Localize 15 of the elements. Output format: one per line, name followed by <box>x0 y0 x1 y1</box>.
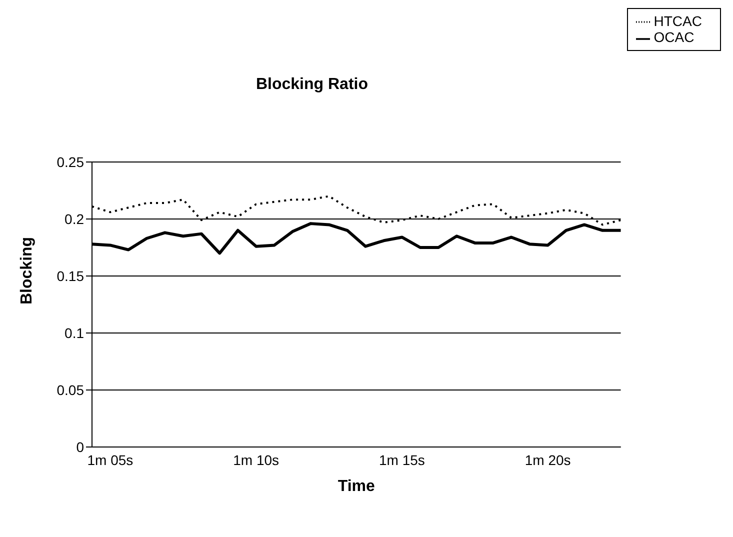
x-tick-label: 1m 05s <box>87 452 134 468</box>
y-tick-label: 0.2 <box>64 210 84 227</box>
y-tick-label: 0.05 <box>56 382 84 398</box>
y-tick-label: 0.1 <box>64 324 84 341</box>
y-axis-title: Blocking <box>18 236 36 304</box>
y-tick-label: 0 <box>76 438 84 455</box>
x-tick-label: 1m 15s <box>379 452 425 468</box>
legend-label: HTCAC <box>654 13 702 29</box>
y-tick-label: 0.25 <box>56 154 84 170</box>
chart-title: Blocking Ratio <box>254 76 369 94</box>
y-tick-label: 0.15 <box>56 268 84 284</box>
x-tick-label: 1m 20s <box>524 452 571 468</box>
legend-label: OCAC <box>654 29 694 46</box>
x-axis-title: Time <box>338 478 376 495</box>
x-tick-label: 1m 10s <box>233 452 280 468</box>
